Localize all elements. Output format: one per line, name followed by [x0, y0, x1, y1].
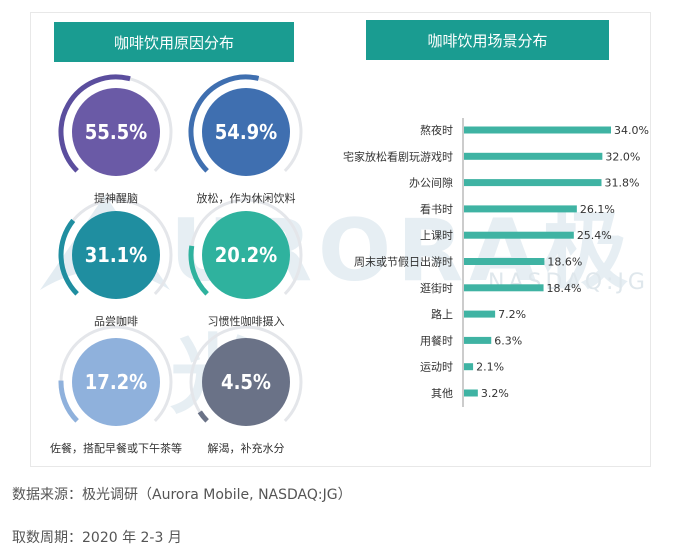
category-label: 上课时 [420, 229, 453, 242]
value-label: 31.8% [604, 177, 639, 190]
donut-item: 20.2% [188, 198, 303, 299]
category-label: 办公间隙 [409, 176, 453, 190]
donut-value-label: 54.9% [215, 120, 277, 144]
category-label: 运动时 [420, 361, 453, 374]
value-label: 26.1% [580, 203, 615, 216]
donut-item: 54.9% [188, 74, 303, 176]
bar [464, 126, 611, 134]
donut-value-arc [188, 74, 260, 173]
donut-item: 4.5% [189, 325, 303, 426]
donut-circle [202, 88, 290, 176]
data-period-note: 取数周期：2020 年 2-3 月 [12, 530, 182, 546]
value-label: 3.2% [481, 387, 509, 400]
category-label: 熬夜时 [420, 123, 453, 137]
bar [464, 179, 602, 187]
value-label: 2.1% [476, 361, 504, 374]
donut-category-label: 放松，作为休闲饮料 [196, 192, 296, 205]
bar [464, 389, 478, 397]
donut-category-label: 品尝咖啡 [94, 315, 138, 328]
bar [464, 284, 544, 292]
reason-donut-chart: 55.5% 54.9% 31.1% 20.2% 17.2% 4.5% [58, 74, 303, 426]
donut-value-label: 17.2% [85, 370, 147, 394]
category-label: 路上 [431, 308, 453, 321]
data-source-note: 数据来源：极光调研（Aurora Mobile, NASDAQ:JG） [12, 487, 352, 503]
donut-value-arc [188, 245, 209, 296]
donut-category-label: 解渴，补充水分 [207, 442, 285, 455]
value-label: 18.4% [547, 282, 582, 295]
donut-value-arc [197, 410, 209, 423]
donut-chart-title: 咖啡饮用原因分布 [54, 22, 294, 62]
category-label: 用餐时 [420, 333, 453, 347]
category-label: 周末或节假日出游时 [354, 255, 453, 269]
donut-circle [202, 338, 290, 426]
donut-track [189, 325, 303, 422]
bar [464, 310, 496, 318]
donut-value-label: 20.2% [215, 243, 277, 267]
donut-value-arc [58, 218, 79, 296]
donut-circle [72, 338, 160, 426]
value-label: 18.6% [547, 256, 582, 269]
donut-category-label: 提神醒脑 [94, 192, 138, 205]
donut-item: 55.5% [58, 74, 173, 176]
donut-value-arc [58, 380, 79, 423]
donut-circle [202, 211, 290, 299]
bar [464, 152, 603, 160]
value-label: 32.0% [605, 150, 640, 163]
donut-value-label: 4.5% [221, 370, 271, 394]
category-label: 其他 [431, 387, 453, 400]
category-label: 宅家放松看剧玩游戏时 [343, 149, 453, 163]
bar [464, 336, 492, 344]
bar [464, 258, 545, 265]
donut-value-label: 31.1% [85, 243, 147, 267]
value-label: 7.2% [498, 308, 526, 321]
bar [464, 363, 474, 371]
donut-category-label: 习惯性咖啡摄入 [207, 315, 285, 328]
donut-category-label: 佐餐，搭配早餐或下午茶等 [50, 442, 182, 455]
donut-item: 17.2% [58, 325, 173, 426]
bar [464, 231, 574, 239]
donut-circle [72, 88, 160, 176]
scene-bar-chart: 熬夜时 34.0% 宅家放松看剧玩游戏时 32.0% 办公间隙 31.8% 看书时 26.1%… [343, 118, 649, 407]
donut-value-arc [58, 74, 131, 173]
value-label: 34.0% [614, 124, 649, 137]
value-label: 6.3% [494, 334, 522, 347]
category-label: 看书时 [420, 202, 453, 216]
donut-value-label: 55.5% [85, 120, 147, 144]
donut-item: 31.1% [58, 198, 173, 299]
donut-circle [72, 211, 160, 299]
bar-chart-title: 咖啡饮用场景分布 [366, 20, 609, 60]
category-label: 逛街时 [420, 281, 453, 295]
bar [464, 205, 577, 213]
value-label: 25.4% [577, 229, 612, 242]
